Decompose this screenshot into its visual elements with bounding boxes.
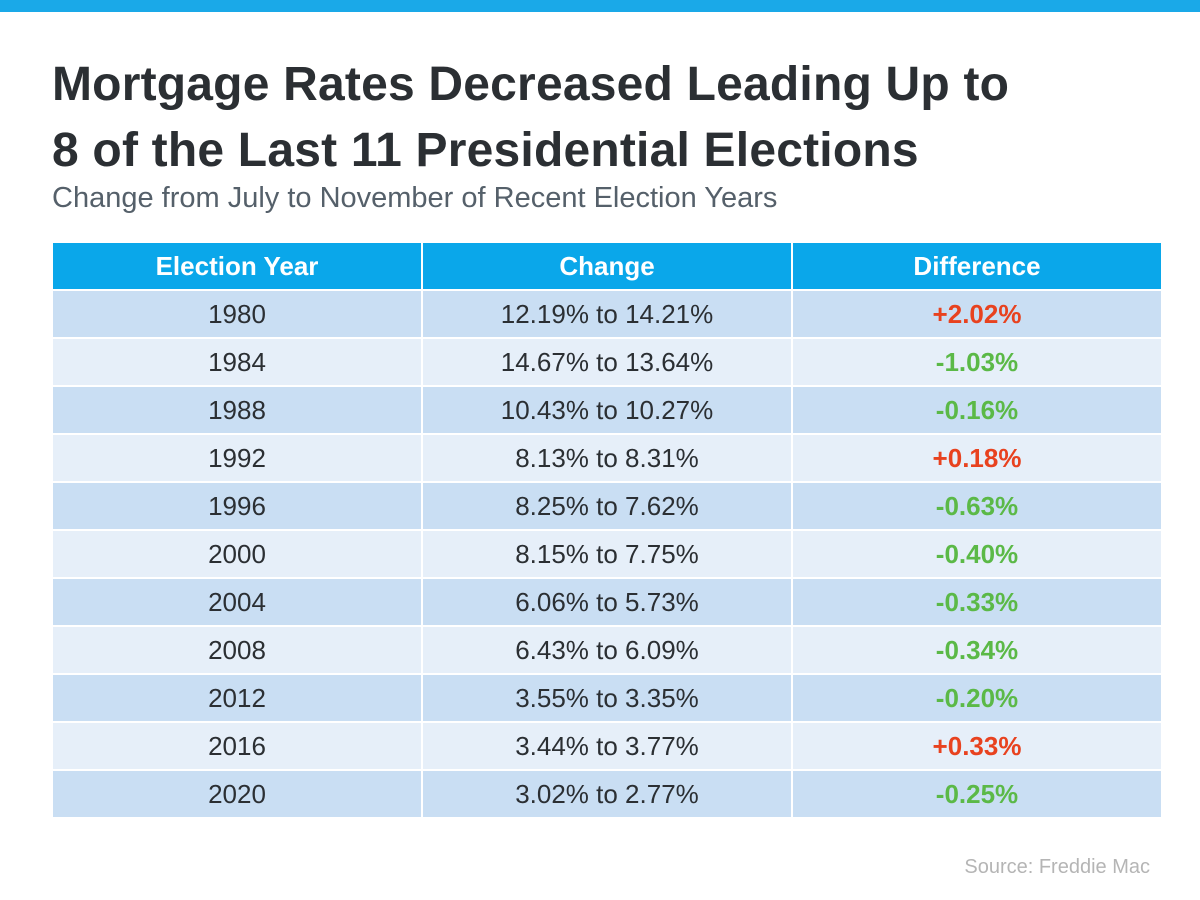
table-row: 1980 12.19% to 14.21% +2.02% bbox=[51, 289, 1163, 339]
cell-difference: -0.16% bbox=[791, 385, 1163, 435]
cell-change: 3.44% to 3.77% bbox=[421, 721, 793, 771]
cell-difference: -0.33% bbox=[791, 577, 1163, 627]
cell-election-year: 2000 bbox=[51, 529, 423, 579]
top-accent-bar bbox=[0, 0, 1200, 12]
cell-election-year: 1980 bbox=[51, 289, 423, 339]
source-note: Source: Freddie Mac bbox=[964, 856, 1150, 878]
cell-election-year: 1996 bbox=[51, 481, 423, 531]
cell-difference: -0.34% bbox=[791, 625, 1163, 675]
cell-election-year: 2008 bbox=[51, 625, 423, 675]
cell-election-year: 1988 bbox=[51, 385, 423, 435]
table-row: 2012 3.55% to 3.35% -0.20% bbox=[51, 673, 1163, 723]
cell-difference: +0.33% bbox=[791, 721, 1163, 771]
cell-change: 3.55% to 3.35% bbox=[421, 673, 793, 723]
table-row: 2004 6.06% to 5.73% -0.33% bbox=[51, 577, 1163, 627]
cell-change: 12.19% to 14.21% bbox=[421, 289, 793, 339]
title-line-2: 8 of the Last 11 Presidential Elections bbox=[52, 124, 919, 177]
cell-election-year: 2016 bbox=[51, 721, 423, 771]
cell-election-year: 2012 bbox=[51, 673, 423, 723]
table-row: 2008 6.43% to 6.09% -0.34% bbox=[51, 625, 1163, 675]
rates-table: Election Year Change Difference 1980 12.1… bbox=[51, 241, 1163, 819]
table-row: 2016 3.44% to 3.77% +0.33% bbox=[51, 721, 1163, 771]
cell-election-year: 1992 bbox=[51, 433, 423, 483]
cell-change: 3.02% to 2.77% bbox=[421, 769, 793, 819]
table-row: 1988 10.43% to 10.27% -0.16% bbox=[51, 385, 1163, 435]
title-line-1: Mortgage Rates Decreased Leading Up to bbox=[52, 58, 1010, 111]
table-row: 1992 8.13% to 8.31% +0.18% bbox=[51, 433, 1163, 483]
page-subtitle: Change from July to November of Recent E… bbox=[52, 182, 778, 214]
table-row: 2020 3.02% to 2.77% -0.25% bbox=[51, 769, 1163, 819]
table-row: 1996 8.25% to 7.62% -0.63% bbox=[51, 481, 1163, 531]
cell-difference: +2.02% bbox=[791, 289, 1163, 339]
table-body: 1980 12.19% to 14.21% +2.02% 1984 14.67% to … bbox=[51, 289, 1163, 819]
cell-election-year: 1984 bbox=[51, 337, 423, 387]
table-header-row: Election Year Change Difference bbox=[51, 241, 1163, 291]
cell-difference: -0.63% bbox=[791, 481, 1163, 531]
header-difference: Difference bbox=[791, 241, 1163, 291]
header-election-year: Election Year bbox=[51, 241, 423, 291]
cell-election-year: 2004 bbox=[51, 577, 423, 627]
cell-difference: -0.40% bbox=[791, 529, 1163, 579]
cell-difference: -0.25% bbox=[791, 769, 1163, 819]
cell-change: 6.06% to 5.73% bbox=[421, 577, 793, 627]
cell-difference: -1.03% bbox=[791, 337, 1163, 387]
table-row: 2000 8.15% to 7.75% -0.40% bbox=[51, 529, 1163, 579]
cell-difference: -0.20% bbox=[791, 673, 1163, 723]
page-title: Mortgage Rates Decreased Leading Up to 8… bbox=[52, 52, 1172, 184]
cell-change: 8.25% to 7.62% bbox=[421, 481, 793, 531]
cell-change: 14.67% to 13.64% bbox=[421, 337, 793, 387]
cell-change: 8.13% to 8.31% bbox=[421, 433, 793, 483]
cell-change: 6.43% to 6.09% bbox=[421, 625, 793, 675]
cell-change: 8.15% to 7.75% bbox=[421, 529, 793, 579]
cell-election-year: 2020 bbox=[51, 769, 423, 819]
cell-change: 10.43% to 10.27% bbox=[421, 385, 793, 435]
header-change: Change bbox=[421, 241, 793, 291]
cell-difference: +0.18% bbox=[791, 433, 1163, 483]
table-row: 1984 14.67% to 13.64% -1.03% bbox=[51, 337, 1163, 387]
